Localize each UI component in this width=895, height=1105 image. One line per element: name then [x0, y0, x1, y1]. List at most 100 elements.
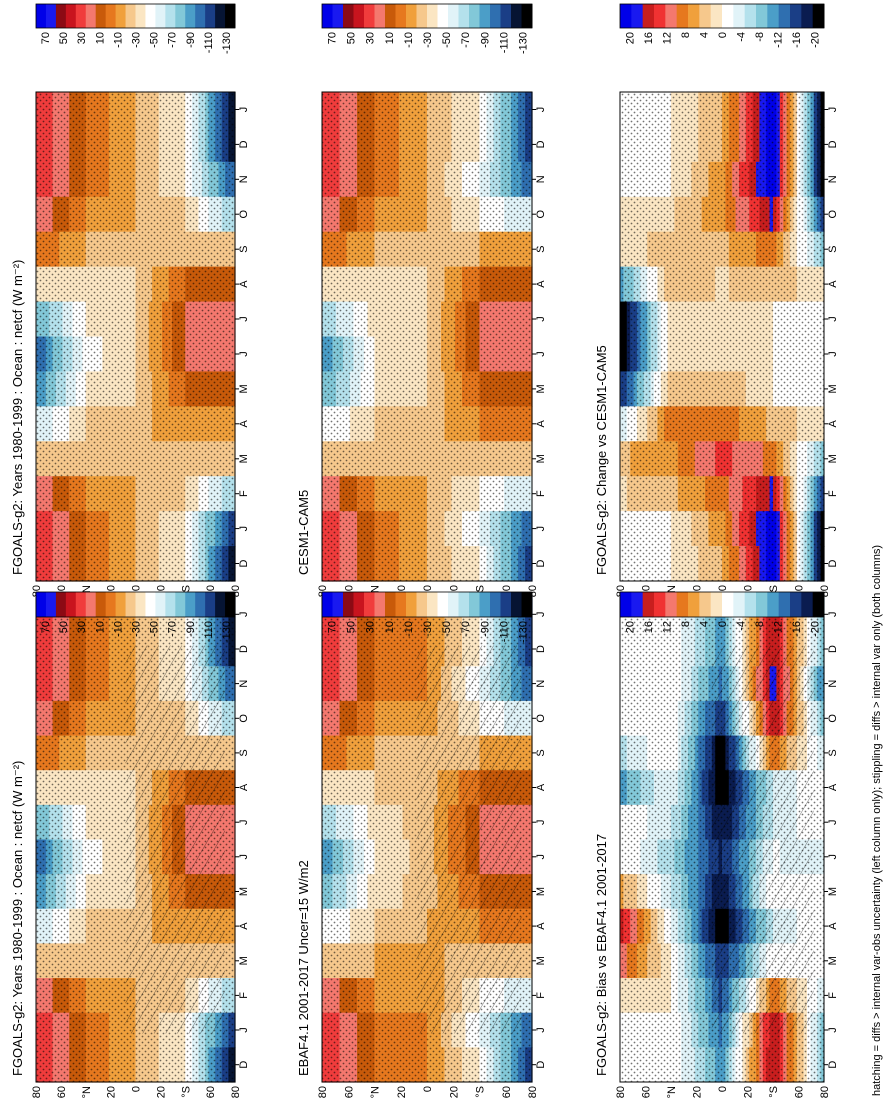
colorbar-label: -110	[498, 32, 510, 53]
colorbar-label: -130	[518, 621, 530, 643]
colorbar-swatch	[185, 592, 196, 617]
month-tick-label: O	[238, 209, 250, 218]
colorbar-label: 8	[680, 32, 692, 38]
colorbar-swatch	[778, 4, 791, 28]
month-tick-label: S	[535, 749, 547, 756]
colorbar-swatch	[343, 4, 354, 28]
colorbar-swatch	[448, 4, 459, 28]
colorbar-swatch	[511, 4, 522, 28]
colorbar-swatch	[322, 592, 333, 617]
colorbar-swatch	[427, 4, 438, 28]
plot-frame	[619, 91, 825, 582]
colorbar-swatch	[55, 592, 67, 617]
colorbar-label: 10	[384, 32, 396, 44]
colorbar-label: -12	[773, 32, 785, 48]
colorbar-swatch	[85, 4, 97, 28]
colorbar-label: 50	[346, 621, 358, 633]
colorbar-swatch	[75, 4, 87, 28]
colorbar-swatch	[756, 4, 768, 28]
colorbar-swatch	[490, 4, 501, 28]
panel-title: FGOALS-g2: Years 1980-1999 : Ocean : net…	[10, 260, 25, 575]
colorbar-swatch	[225, 592, 236, 617]
colorbar: 70 50 30 10 -10 -30 -50 -70 -90 -110 -130	[321, 591, 533, 643]
colorbar-label: 70	[327, 32, 339, 44]
colorbar-label: -110	[203, 621, 215, 642]
colorbar-swatch	[801, 4, 814, 28]
panel-title: CESM1-CAM5	[296, 490, 311, 575]
month-tick-label: J	[827, 526, 839, 532]
latitude-tick-label: °S	[475, 1086, 487, 1098]
colorbar-swatch	[215, 4, 226, 28]
colorbar-label: 16	[643, 32, 655, 44]
colorbar-swatch	[36, 4, 47, 28]
month-tick-label: F	[238, 490, 250, 497]
colorbar-swatch	[332, 592, 344, 617]
colorbar-label: -90	[479, 621, 491, 637]
colorbar-swatch	[75, 592, 87, 617]
colorbar-swatch	[105, 4, 117, 28]
colorbar-swatch	[385, 4, 396, 28]
colorbar-label: -16	[791, 32, 803, 48]
colorbar: 70 50 30 10 -10 -30 -50 -70 -90 -110 -130	[321, 3, 533, 54]
colorbar-label: -130	[518, 32, 530, 54]
colorbar-swatch	[353, 4, 365, 28]
colorbar-label: -70	[167, 621, 179, 637]
colorbar-swatch	[490, 592, 501, 617]
panel-title: EBAF4.1 2001-2017 Uncer=15 W/m2	[296, 860, 311, 1076]
colorbar-label: -70	[460, 32, 472, 48]
colorbar-swatch	[105, 592, 117, 617]
colorbar-swatch	[665, 4, 678, 28]
month-tick-label: F	[827, 490, 839, 497]
colorbar-swatch	[45, 4, 57, 28]
colorbar-frame	[619, 3, 825, 29]
month-tick-label: J	[827, 351, 839, 357]
colorbar-swatch	[395, 4, 407, 28]
stippling	[620, 92, 824, 581]
colorbar-label: -50	[149, 32, 161, 48]
colorbar-swatch	[45, 592, 57, 617]
colorbar-swatch	[65, 592, 77, 617]
colorbar-swatch	[812, 4, 825, 28]
colorbar-swatch	[374, 592, 386, 617]
month-tick-label: D	[238, 559, 250, 567]
month-tick-label: D	[827, 140, 839, 148]
month-tick-label: N	[535, 680, 547, 688]
colorbar-swatch	[205, 592, 216, 617]
latitude-tick-label: 80	[230, 1086, 242, 1098]
colorbar-swatch	[195, 4, 206, 28]
colorbar-swatch	[654, 4, 666, 28]
panel-title: FGOALS-g2: Years 1980-1999 : Ocean : net…	[10, 761, 25, 1076]
month-tick-label: M	[238, 454, 250, 463]
colorbar-swatch	[437, 4, 449, 28]
stippling	[322, 92, 532, 581]
colorbar-swatch	[115, 592, 127, 617]
colorbar-swatch	[343, 592, 354, 617]
colorbar-swatch	[165, 592, 176, 617]
colorbar-label: 50	[58, 621, 70, 633]
colorbar-label: -130	[221, 32, 233, 54]
colorbar-swatch	[55, 4, 67, 28]
month-tick-label: D	[238, 645, 250, 653]
latitude-tick-label: 0	[422, 585, 434, 591]
colorbar-swatch	[155, 4, 166, 28]
month-tick-label: S	[238, 246, 250, 253]
colorbar-swatch	[406, 4, 417, 28]
month-tick-label: F	[535, 992, 547, 999]
latitude-tick-label: 0	[131, 1086, 143, 1092]
colorbar-label: -10	[112, 32, 124, 48]
latitude-tick-label: 80	[317, 1086, 329, 1098]
month-tick-label: A	[535, 280, 547, 288]
month-tick-label: N	[238, 680, 250, 688]
colorbar-swatch	[427, 592, 438, 617]
month-tick-label: O	[827, 209, 839, 218]
colorbar-swatch	[322, 4, 333, 28]
month-tick-label: J	[535, 854, 547, 860]
month-tick-label: A	[535, 419, 547, 427]
colorbar-label: -30	[131, 621, 143, 637]
month-tick-label: M	[535, 956, 547, 965]
